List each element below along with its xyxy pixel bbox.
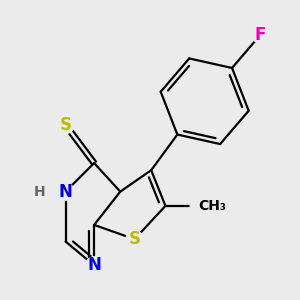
Text: CH₃: CH₃ (199, 199, 226, 213)
Circle shape (252, 26, 269, 43)
Text: S: S (60, 116, 72, 134)
Text: N: N (87, 256, 101, 274)
Circle shape (126, 231, 143, 248)
Text: F: F (255, 26, 266, 44)
Circle shape (85, 257, 103, 274)
Circle shape (190, 197, 207, 214)
Circle shape (57, 183, 74, 200)
Text: S: S (128, 230, 140, 248)
Text: N: N (59, 183, 73, 201)
Circle shape (57, 116, 74, 134)
Circle shape (31, 183, 48, 200)
Text: H: H (34, 184, 45, 199)
